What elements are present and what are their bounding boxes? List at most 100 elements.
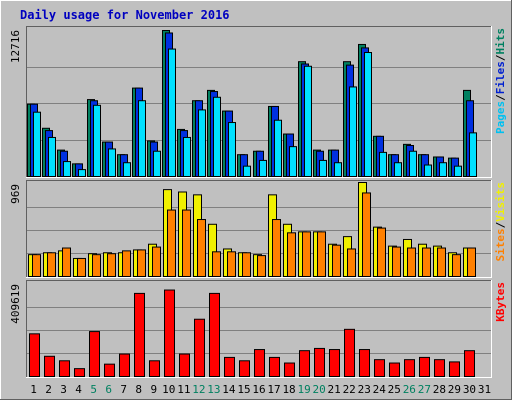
bar-pages-day-3 [63,161,71,178]
bar-sites-day-21 [332,244,341,278]
bar-sites-day-16 [257,255,266,277]
x-tick-label-day-7: 7 [120,383,127,396]
bar-kbytes-day-1 [29,333,40,378]
bar-sites-day-7 [122,250,131,277]
bar-sites-day-12 [197,219,206,277]
bar-kbytes-day-24 [374,359,385,378]
bar-pages-day-10 [168,48,176,178]
bar-pages-day-28 [439,162,447,177]
legend-part-2: Visits [494,182,507,222]
bar-kbytes-day-25 [389,362,400,377]
bar-pages-day-12 [198,109,206,177]
panel-middle: 969 Sites/Visits [9,180,507,278]
x-tick-label-day-18: 18 [282,383,295,396]
bar-kbytes-day-26 [404,359,415,378]
x-tick-label-day-25: 25 [388,383,401,396]
panel-bottom-legend-label: KBytes [494,282,507,322]
x-tick-label-day-21: 21 [328,383,341,396]
bar-sites-day-25 [392,246,401,277]
bar-kbytes-day-3 [59,360,70,378]
bar-pages-day-19 [304,65,312,177]
x-tick-label-day-1: 1 [30,383,37,396]
bar-kbytes-day-29 [449,361,460,377]
bar-kbytes-day-14 [224,356,235,377]
bar-kbytes-day-4 [74,368,85,378]
bar-sites-day-22 [347,248,356,277]
bar-kbytes-day-11 [179,353,190,377]
bar-kbytes-day-16 [254,349,265,377]
bar-sites-day-2 [47,252,56,277]
bar-pages-day-25 [394,162,402,177]
x-tick-label-day-24: 24 [373,383,387,396]
bar-kbytes-day-18 [284,362,295,377]
bar-kbytes-day-19 [299,350,310,377]
bar-kbytes-day-28 [434,359,445,378]
panel-middle-ymax-label: 969 [9,184,22,204]
panel-bottom: 409619 KBytes [9,280,507,378]
bar-pages-day-23 [364,51,372,177]
bar-pages-day-21 [334,162,342,177]
legend-part-3: / [494,54,507,61]
x-axis-day-labels: 1 2 3 4 5 6 7 8 9 10 11 12 13 14 15 16 17 18 19 20 21 22 23 24 2… [30,383,491,396]
bar-kbytes-day-30 [464,350,475,377]
panel-bottom-ymax-label: 409619 [9,284,22,324]
bar-sites-day-14 [227,251,236,277]
bar-sites-day-24 [377,227,386,277]
bar-pages-day-17 [274,119,282,178]
x-tick-label-day-11: 11 [177,383,190,396]
bar-pages-day-18 [289,146,297,177]
x-tick-label-day-28: 28 [433,383,446,396]
x-tick-label-day-23: 23 [358,383,371,396]
x-tick-label-day-10: 10 [162,383,175,396]
bar-sites-day-9 [152,246,161,277]
bar-kbytes-day-10 [164,289,175,377]
bar-sites-day-23 [362,192,371,277]
bar-pages-day-6 [108,148,116,178]
legend-part-1: / [494,94,507,101]
x-tick-label-day-9: 9 [150,383,157,396]
bar-kbytes-day-22 [344,328,355,378]
bar-sites-day-18 [287,232,296,277]
bar-kbytes-day-13 [209,292,220,377]
bar-kbytes-day-6 [104,363,115,378]
chart-title: Daily usage for November 2016 [20,8,230,22]
x-tick-label-day-22: 22 [343,383,356,396]
bar-pages-day-15 [243,165,251,178]
bar-pages-day-24 [379,151,387,177]
bar-sites-day-27 [422,247,431,277]
bar-pages-day-9 [153,150,161,177]
bar-kbytes-day-20 [314,347,325,378]
x-tick-label-day-30: 30 [463,383,476,396]
legend-part-0: KBytes [494,282,507,322]
x-tick-label-day-20: 20 [313,383,326,396]
bar-pages-day-27 [424,164,432,177]
legend-part-1: / [494,221,507,228]
bar-kbytes-day-21 [329,349,340,377]
bar-pages-day-5 [93,104,101,177]
x-tick-label-day-19: 19 [297,383,310,396]
bar-pages-day-16 [259,159,267,178]
bar-sites-day-10 [167,209,176,277]
bar-pages-day-22 [349,86,357,177]
bar-kbytes-day-12 [194,318,205,377]
bar-sites-day-3 [62,247,71,277]
bar-pages-day-7 [123,162,131,177]
bar-pages-day-29 [454,165,462,178]
x-tick-label-day-16: 16 [252,383,265,396]
bar-sites-day-17 [272,219,281,277]
bar-sites-day-20 [317,231,326,277]
x-tick-label-day-5: 5 [90,383,97,396]
bar-sites-day-15 [242,252,251,277]
bar-pages-day-26 [409,150,417,177]
legend-part-2: Files [494,61,507,94]
bar-kbytes-day-27 [419,356,430,377]
x-tick-label-day-4: 4 [75,383,82,396]
x-tick-label-day-27: 27 [418,383,431,396]
chart-panels: 12716Pages/Files/Hits969Sites/Visits4096… [9,26,507,378]
x-tick-label-day-2: 2 [45,383,52,396]
x-tick-label-day-26: 26 [403,383,416,396]
bar-kbytes-day-7 [119,353,130,377]
panel-middle-legend-label: Sites/Visits [494,182,507,262]
x-tick-label-day-3: 3 [60,383,67,396]
